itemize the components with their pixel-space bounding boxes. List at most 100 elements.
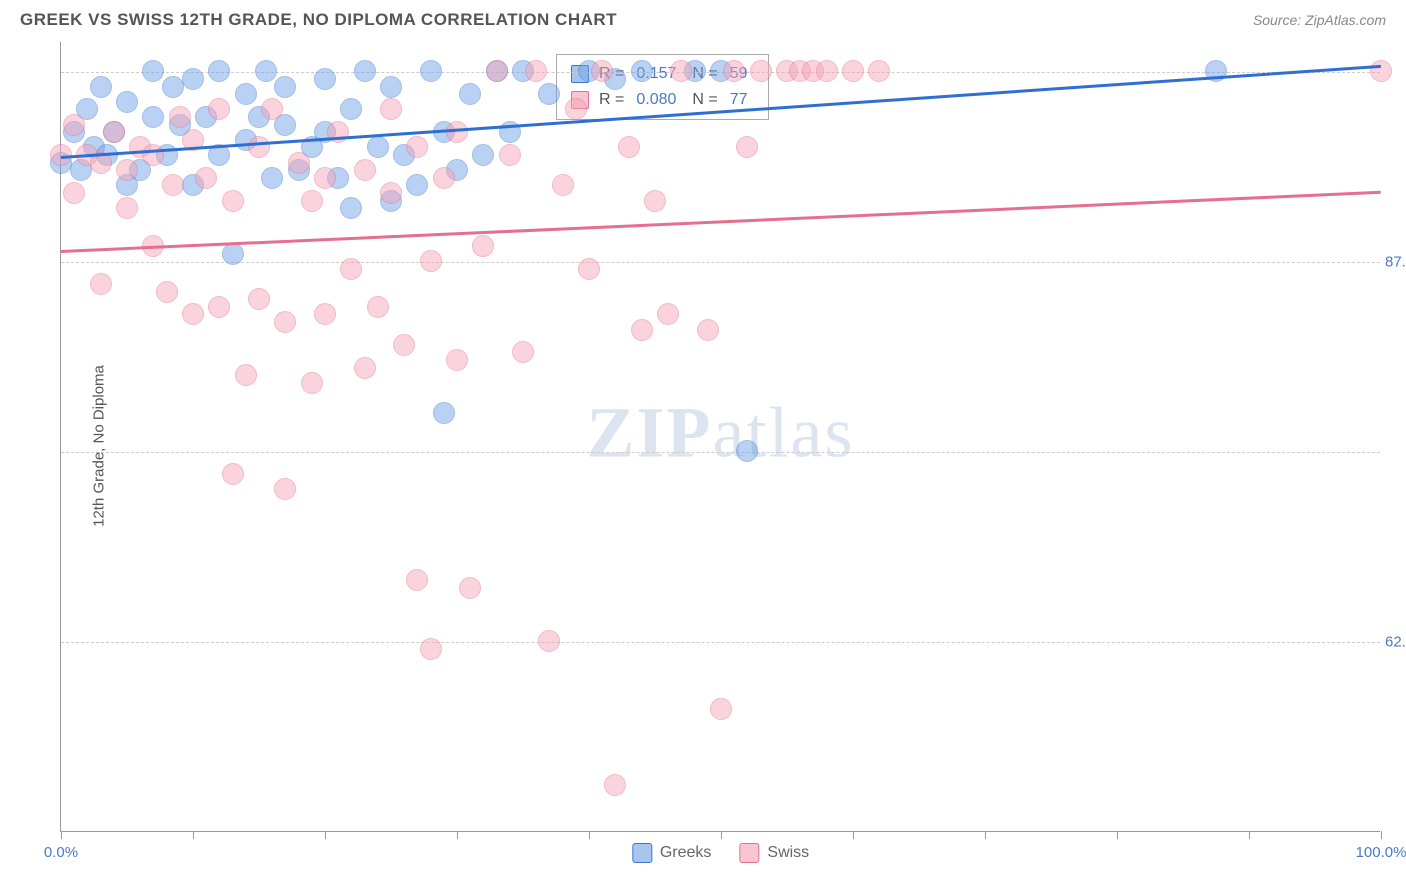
scatter-point [868, 60, 890, 82]
legend-series-label: Greeks [660, 844, 712, 862]
scatter-point [565, 98, 587, 120]
scatter-point [618, 136, 640, 158]
scatter-point [578, 258, 600, 280]
scatter-point [644, 190, 666, 212]
scatter-point [301, 190, 323, 212]
scatter-point [354, 159, 376, 181]
scatter-point [591, 60, 613, 82]
x-tick [985, 831, 986, 839]
source-attribution: Source: ZipAtlas.com [1253, 12, 1386, 28]
scatter-point [314, 167, 336, 189]
scatter-point [156, 281, 178, 303]
scatter-point [116, 159, 138, 181]
scatter-point [499, 144, 521, 166]
scatter-point [90, 76, 112, 98]
scatter-point [472, 144, 494, 166]
scatter-point [750, 60, 772, 82]
scatter-point [90, 273, 112, 295]
scatter-point [142, 60, 164, 82]
scatter-chart: ZIPatlas R =0.157N =59R =0.080N =77 Gree… [60, 42, 1380, 832]
series-legend-item: Swiss [739, 843, 809, 863]
watermark-light: atlas [713, 392, 855, 472]
scatter-point [235, 364, 257, 386]
scatter-point [406, 569, 428, 591]
scatter-point [261, 98, 283, 120]
scatter-point [314, 303, 336, 325]
scatter-point [406, 174, 428, 196]
scatter-point [631, 319, 653, 341]
series-legend-item: Greeks [632, 843, 712, 863]
scatter-point [208, 98, 230, 120]
scatter-point [433, 402, 455, 424]
chart-title: GREEK VS SWISS 12TH GRADE, NO DIPLOMA CO… [20, 10, 617, 30]
scatter-point [420, 638, 442, 660]
scatter-point [208, 60, 230, 82]
scatter-point [406, 136, 428, 158]
scatter-point [274, 76, 296, 98]
scatter-point [842, 60, 864, 82]
scatter-point [710, 698, 732, 720]
scatter-point [222, 190, 244, 212]
y-tick-label: 62.5% [1385, 634, 1406, 651]
scatter-point [222, 243, 244, 265]
scatter-point [604, 774, 626, 796]
legend-n-label: N = [692, 87, 717, 113]
scatter-point [459, 577, 481, 599]
scatter-point [63, 182, 85, 204]
x-tick [457, 831, 458, 839]
x-tick-label: 100.0% [1356, 844, 1406, 861]
scatter-point [103, 121, 125, 143]
scatter-point [816, 60, 838, 82]
trendline [61, 191, 1381, 253]
scatter-point [63, 114, 85, 136]
legend-r-label: R = [599, 87, 624, 113]
scatter-point [116, 197, 138, 219]
scatter-point [169, 106, 191, 128]
scatter-point [222, 463, 244, 485]
scatter-point [552, 174, 574, 196]
scatter-point [142, 144, 164, 166]
scatter-point [367, 136, 389, 158]
y-axis-label: 12th Grade, No Diploma [90, 365, 107, 527]
scatter-point [1370, 60, 1392, 82]
scatter-point [631, 60, 653, 82]
x-tick [589, 831, 590, 839]
x-tick [61, 831, 62, 839]
scatter-point [354, 357, 376, 379]
scatter-point [723, 60, 745, 82]
scatter-point [255, 60, 277, 82]
scatter-point [367, 296, 389, 318]
x-tick [1381, 831, 1382, 839]
scatter-point [340, 258, 362, 280]
legend-swatch [739, 843, 759, 863]
scatter-point [274, 478, 296, 500]
series-legend: Greeks Swiss [632, 843, 809, 863]
scatter-point [459, 83, 481, 105]
scatter-point [162, 76, 184, 98]
x-tick [853, 831, 854, 839]
scatter-point [420, 60, 442, 82]
x-tick [1249, 831, 1250, 839]
gridline [61, 262, 1380, 263]
gridline [61, 452, 1380, 453]
x-tick [1117, 831, 1118, 839]
scatter-point [354, 60, 376, 82]
scatter-point [314, 68, 336, 90]
scatter-point [657, 303, 679, 325]
scatter-point [736, 440, 758, 462]
x-tick [721, 831, 722, 839]
scatter-point [446, 349, 468, 371]
watermark: ZIPatlas [587, 391, 855, 474]
scatter-point [380, 182, 402, 204]
gridline [61, 642, 1380, 643]
legend-swatch [632, 843, 652, 863]
x-tick [325, 831, 326, 839]
scatter-point [525, 60, 547, 82]
scatter-point [697, 319, 719, 341]
scatter-point [142, 106, 164, 128]
chart-header: GREEK VS SWISS 12TH GRADE, NO DIPLOMA CO… [0, 0, 1406, 38]
scatter-point [472, 235, 494, 257]
scatter-point [340, 98, 362, 120]
y-tick-label: 87.5% [1385, 254, 1406, 271]
scatter-point [162, 174, 184, 196]
